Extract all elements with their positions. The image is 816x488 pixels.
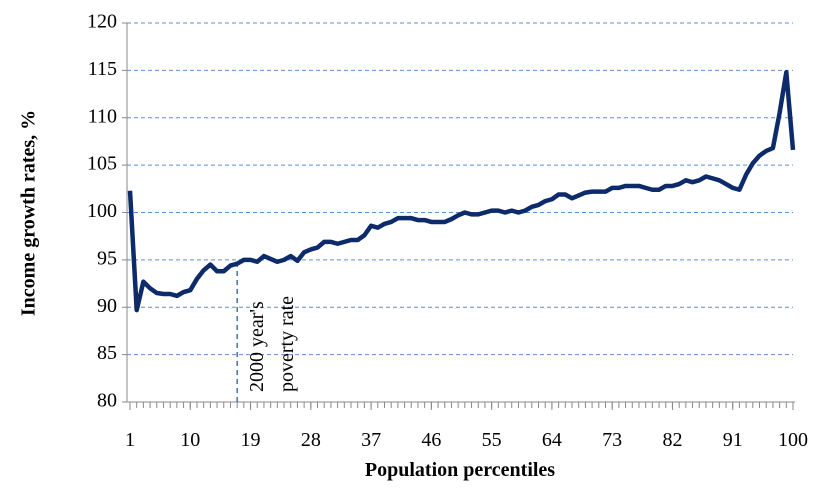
x-tick-label: 73 <box>602 429 622 451</box>
x-tick-label: 37 <box>361 429 381 451</box>
x-axis-title: Population percentiles <box>365 459 555 481</box>
data-line <box>127 70 796 313</box>
y-tick-label: 100 <box>87 200 117 222</box>
y-tick-label: 105 <box>87 153 117 175</box>
y-tick-label: 120 <box>87 11 117 33</box>
annotation-text: poverty rate <box>276 296 298 392</box>
x-tick-label: 91 <box>723 429 743 451</box>
y-tick-label: 115 <box>88 58 117 80</box>
x-tick-label: 55 <box>482 429 502 451</box>
y-tick-label: 80 <box>97 390 117 412</box>
y-tick-label: 95 <box>97 247 117 269</box>
x-tick-label: 1 <box>125 429 135 451</box>
x-tick-label: 82 <box>662 429 682 451</box>
y-tick-label: 90 <box>97 295 117 317</box>
x-tick-label: 19 <box>241 429 261 451</box>
x-tick-label: 64 <box>542 429 562 451</box>
x-tick-label: 46 <box>421 429 441 451</box>
y-axis-title: Income growth rates, % <box>18 110 40 316</box>
annotation-text: 2000 year's <box>246 301 268 392</box>
y-tick-label: 110 <box>88 105 117 127</box>
x-tick-label: 10 <box>180 429 200 451</box>
x-tick-label: 100 <box>778 429 808 451</box>
y-tick-label: 85 <box>97 342 117 364</box>
x-tick-label: 28 <box>301 429 321 451</box>
